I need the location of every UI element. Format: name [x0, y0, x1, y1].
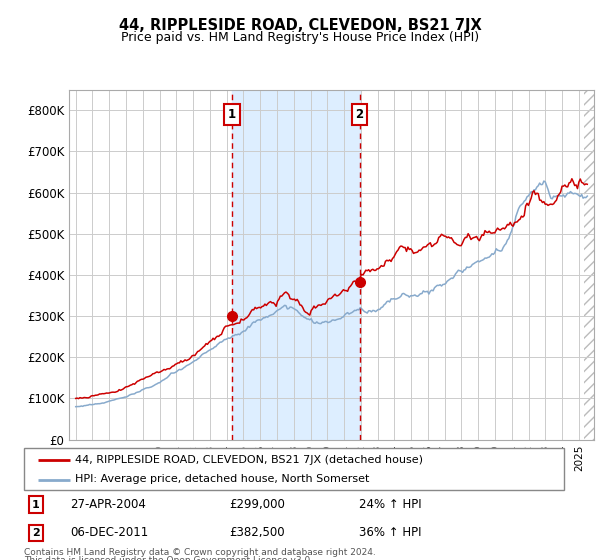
- Bar: [232, 90, 359, 440]
- Text: £382,500: £382,500: [229, 526, 285, 539]
- Text: 36% ↑ HPI: 36% ↑ HPI: [359, 526, 421, 539]
- Text: 2: 2: [32, 528, 40, 538]
- Text: Price paid vs. HM Land Registry's House Price Index (HPI): Price paid vs. HM Land Registry's House …: [121, 31, 479, 44]
- Text: This data is licensed under the Open Government Licence v3.0.: This data is licensed under the Open Gov…: [24, 556, 313, 560]
- Bar: [584, 90, 594, 440]
- Text: 2: 2: [355, 108, 364, 121]
- Text: 1: 1: [228, 108, 236, 121]
- FancyBboxPatch shape: [24, 448, 564, 490]
- Text: 27-APR-2004: 27-APR-2004: [70, 498, 146, 511]
- Text: 24% ↑ HPI: 24% ↑ HPI: [359, 498, 421, 511]
- Text: £299,000: £299,000: [229, 498, 285, 511]
- Text: 44, RIPPLESIDE ROAD, CLEVEDON, BS21 7JX: 44, RIPPLESIDE ROAD, CLEVEDON, BS21 7JX: [119, 18, 481, 33]
- Text: 1: 1: [32, 500, 40, 510]
- Text: HPI: Average price, detached house, North Somerset: HPI: Average price, detached house, Nort…: [76, 474, 370, 484]
- Text: 44, RIPPLESIDE ROAD, CLEVEDON, BS21 7JX (detached house): 44, RIPPLESIDE ROAD, CLEVEDON, BS21 7JX …: [76, 455, 424, 465]
- Text: Contains HM Land Registry data © Crown copyright and database right 2024.: Contains HM Land Registry data © Crown c…: [24, 548, 376, 557]
- Text: 06-DEC-2011: 06-DEC-2011: [70, 526, 148, 539]
